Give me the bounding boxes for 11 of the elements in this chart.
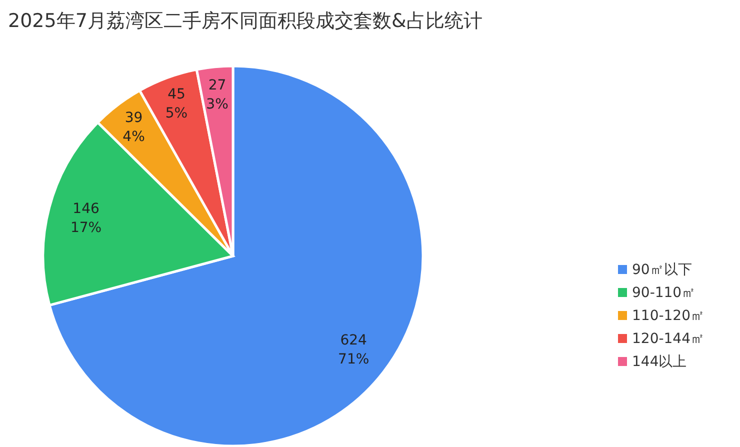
data-label: 45 5%	[165, 86, 188, 122]
legend-label: 120-144㎡	[632, 331, 704, 347]
data-label: 27 3%	[206, 77, 228, 112]
data-label: 146 17%	[70, 201, 102, 236]
legend-label: 90-110㎡	[632, 285, 696, 301]
legend-label: 90㎡以下	[632, 262, 692, 278]
data-label: 39 4%	[122, 110, 145, 146]
chart-title: 2025年7月荔湾区二手房不同面积段成交套数&占比统计	[8, 10, 482, 32]
legend-label: 144以上	[632, 354, 687, 370]
data-label: 624 71%	[338, 332, 370, 368]
legend-label: 110-120㎡	[632, 308, 704, 324]
